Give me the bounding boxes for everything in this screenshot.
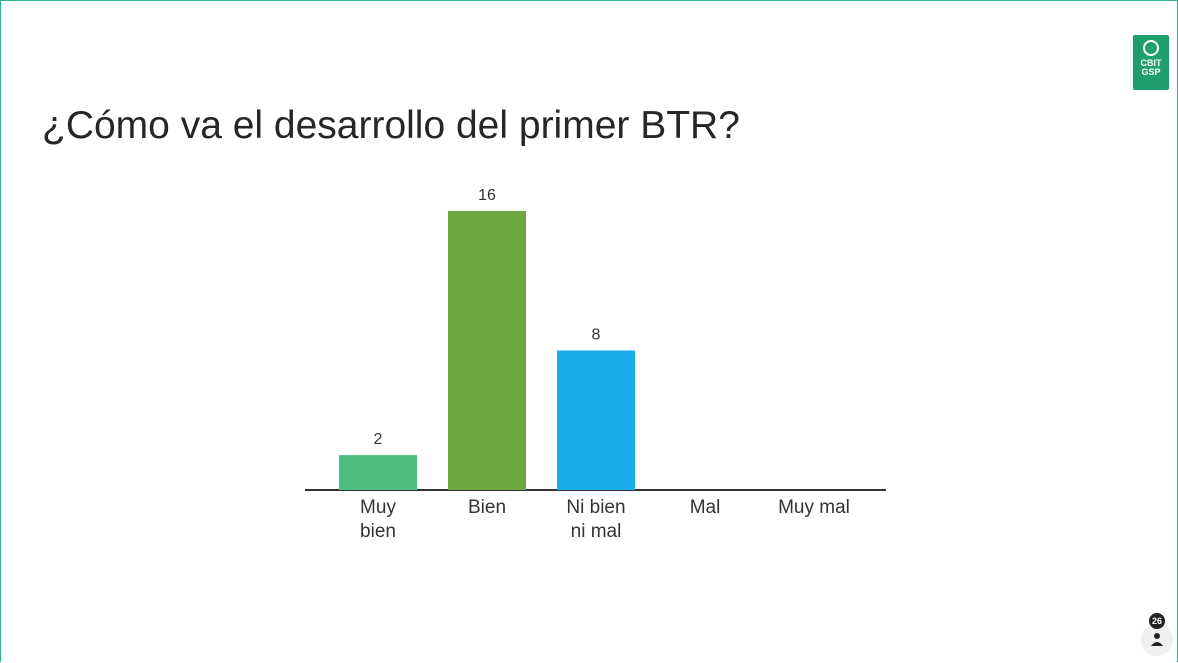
logo-icon: [1143, 40, 1159, 56]
logo-text: GSP: [1141, 67, 1161, 77]
value-label: 2: [374, 431, 383, 448]
bar: [339, 455, 417, 490]
value-label: 8: [592, 327, 601, 344]
chart-title: ¿Cómo va el desarrollo del primer BTR?: [42, 104, 740, 147]
x-tick-label: Mal: [689, 497, 721, 518]
x-tick-label: Bien: [467, 497, 507, 518]
x-tick-label: Muy bien: [360, 497, 396, 542]
participants-icon: [1141, 624, 1173, 656]
bar: [557, 350, 635, 490]
logo: CBIT GSP: [1133, 35, 1169, 90]
participant-count: 26: [1149, 613, 1165, 629]
value-label: 16: [478, 187, 496, 204]
x-tick-label: Muy mal: [778, 497, 850, 518]
bar: [448, 211, 526, 490]
person-icon: [1151, 633, 1163, 646]
logo-text: CBIT: [1140, 58, 1162, 68]
x-tick-label: Ni bien ni mal: [566, 497, 626, 542]
